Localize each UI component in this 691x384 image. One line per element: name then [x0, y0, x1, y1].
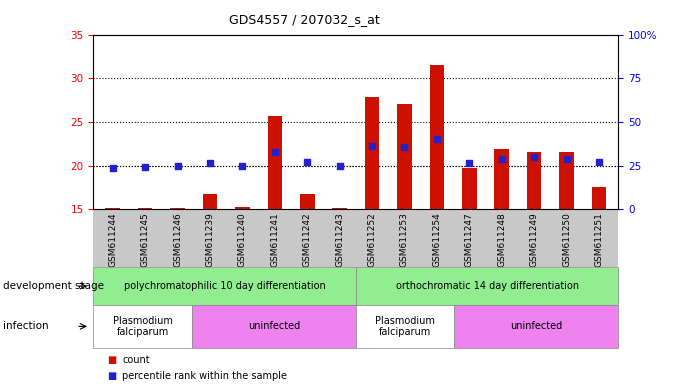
Bar [462, 168, 477, 209]
Point [529, 154, 540, 160]
Text: development stage: development stage [3, 281, 104, 291]
Point [496, 156, 507, 162]
Bar [235, 207, 249, 209]
Bar [365, 97, 379, 209]
Point [464, 160, 475, 166]
Text: percentile rank within the sample: percentile rank within the sample [122, 371, 287, 381]
Bar [397, 104, 412, 209]
Bar [559, 152, 574, 209]
Point [431, 136, 442, 142]
Point [399, 144, 410, 150]
Point [302, 159, 313, 165]
Text: orthochromatic 14 day differentiation: orthochromatic 14 day differentiation [395, 281, 579, 291]
Text: GDS4557 / 207032_s_at: GDS4557 / 207032_s_at [229, 13, 379, 26]
Point [334, 162, 346, 169]
Text: uninfected: uninfected [247, 321, 300, 331]
Text: ■: ■ [107, 371, 116, 381]
Bar [300, 194, 314, 209]
Bar [591, 187, 606, 209]
Text: infection: infection [3, 321, 49, 331]
Point [594, 159, 605, 165]
Point [237, 162, 248, 169]
Bar [106, 207, 120, 209]
Point [366, 143, 377, 149]
Point [107, 165, 118, 171]
Text: Plasmodium
falciparum: Plasmodium falciparum [375, 316, 435, 337]
Text: polychromatophilic 10 day differentiation: polychromatophilic 10 day differentiatio… [124, 281, 325, 291]
Bar [202, 194, 217, 209]
Point [561, 156, 572, 162]
Text: ■: ■ [107, 355, 116, 365]
Text: uninfected: uninfected [510, 321, 562, 331]
Text: Plasmodium
falciparum: Plasmodium falciparum [113, 316, 173, 337]
Bar [430, 65, 444, 209]
Bar [332, 207, 347, 209]
Bar [267, 116, 282, 209]
Point [140, 164, 151, 170]
Bar [527, 152, 542, 209]
Point [205, 160, 216, 166]
Text: count: count [122, 355, 150, 365]
Point [172, 162, 183, 169]
Point [269, 149, 281, 156]
Bar [495, 149, 509, 209]
